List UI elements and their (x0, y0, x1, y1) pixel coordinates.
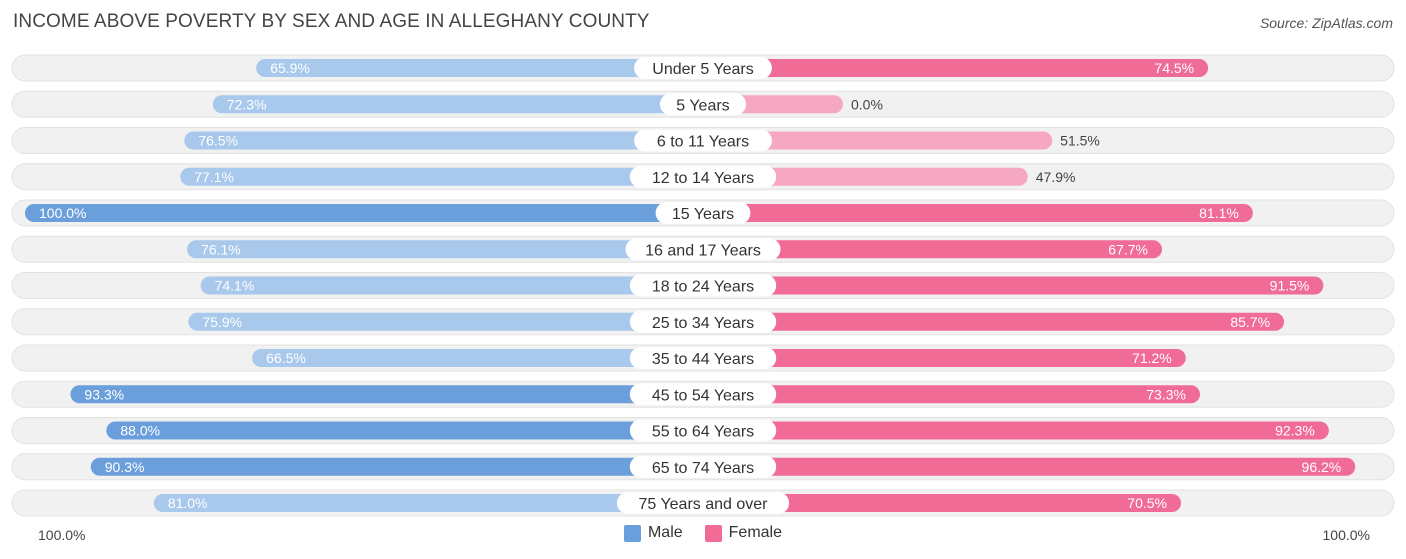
category-label-background (634, 57, 772, 79)
male-bar (187, 240, 704, 259)
female-value-label: 96.2% (1302, 459, 1342, 475)
female-value-label: 70.5% (1127, 495, 1167, 511)
category-label-background (655, 202, 751, 224)
female-bar (703, 494, 1181, 512)
male-value-label: 74.1% (215, 278, 255, 294)
female-value-label: 0.0% (851, 96, 883, 112)
category-label: 35 to 44 Years (652, 351, 754, 368)
male-value-label: 81.0% (168, 495, 208, 511)
male-bar (184, 131, 703, 150)
male-swatch (623, 524, 641, 542)
category-label-background (629, 310, 777, 333)
category-label: 45 to 54 Years (652, 387, 754, 404)
category-label-background (629, 419, 777, 442)
male-value-label: 72.3% (227, 96, 267, 112)
male-value-label: 75.9% (202, 314, 242, 330)
category-label: 15 Years (672, 206, 734, 223)
male-value-label: 77.1% (194, 169, 234, 185)
male-value-label: 76.5% (198, 133, 238, 149)
male-value-label: 76.1% (201, 241, 241, 257)
female-value-label: 85.7% (1230, 314, 1270, 330)
axis-left-label: 100.0% (38, 527, 86, 543)
category-label: 12 to 14 Years (652, 170, 754, 187)
diverging-bar-chart: 65.9% 74.5% Under 5 Years 72.3% 0.0% 5 Years 7… (11, 54, 1395, 517)
female-value-label: 67.7% (1108, 241, 1148, 257)
female-bar (703, 349, 1186, 367)
male-bar (90, 457, 704, 476)
female-bar (703, 312, 1285, 331)
category-label-background (625, 238, 781, 261)
category-label-background (629, 383, 777, 406)
female-value-label: 51.5% (1060, 133, 1100, 149)
category-label: 18 to 24 Years (652, 279, 754, 296)
axis-right-label: 100.0% (1322, 527, 1370, 543)
male-bar (200, 276, 704, 295)
female-swatch (704, 524, 722, 542)
category-label: Under 5 Years (652, 61, 753, 78)
female-value-label: 81.1% (1199, 205, 1239, 221)
female-bar (703, 240, 1163, 259)
category-label-background (616, 492, 790, 514)
female-bar (703, 421, 1329, 440)
category-label-background (659, 93, 747, 116)
female-value-label: 73.3% (1146, 386, 1186, 402)
category-label-background (634, 129, 772, 152)
male-value-label: 100.0% (39, 205, 86, 221)
female-value-label: 74.5% (1154, 60, 1194, 76)
category-label: 55 to 64 Years (652, 424, 754, 441)
legend-label-male: Male (647, 524, 683, 541)
female-value-label: 47.9% (1036, 169, 1076, 185)
female-bar (703, 204, 1253, 222)
category-label: 25 to 34 Years (652, 315, 754, 332)
male-value-label: 90.3% (105, 459, 145, 475)
male-value-label: 88.0% (120, 423, 160, 439)
legend-item-male[interactable]: Male (623, 524, 683, 542)
female-bar (703, 167, 1028, 186)
female-value-label: 92.3% (1275, 423, 1315, 439)
category-label: 65 to 74 Years (652, 460, 754, 477)
category-label-background (629, 274, 777, 297)
female-bar (703, 276, 1324, 295)
male-bar (70, 385, 703, 404)
female-value-label: 71.2% (1132, 350, 1172, 366)
category-label-background (629, 165, 777, 188)
male-value-label: 65.9% (270, 60, 310, 76)
female-value-label: 91.5% (1270, 278, 1310, 294)
female-bar (703, 457, 1356, 476)
category-label: 16 and 17 Years (645, 242, 761, 259)
male-bar (106, 421, 704, 440)
male-bar (212, 95, 703, 114)
male-value-label: 66.5% (266, 350, 306, 366)
legend: Male Female (0, 524, 1406, 542)
male-bar (256, 59, 703, 77)
male-value-label: 93.3% (84, 386, 124, 402)
category-label-background (629, 455, 777, 478)
male-bar (25, 204, 703, 222)
legend-item-female[interactable]: Female (704, 524, 783, 542)
male-bar (252, 349, 703, 367)
category-label: 5 Years (676, 97, 729, 114)
female-bar (703, 131, 1053, 150)
chart-title: INCOME ABOVE POVERTY BY SEX AND AGE IN A… (13, 11, 650, 32)
category-label-background (629, 347, 777, 369)
source-note: Source: ZipAtlas.com (1259, 15, 1393, 31)
male-bar (180, 167, 704, 186)
female-bar (703, 385, 1200, 404)
legend-label-female: Female (728, 524, 783, 541)
male-bar (153, 494, 703, 512)
female-bar (703, 59, 1209, 77)
category-label: 75 Years and over (639, 496, 769, 513)
male-bar (188, 312, 703, 331)
category-label: 6 to 11 Years (657, 134, 749, 151)
